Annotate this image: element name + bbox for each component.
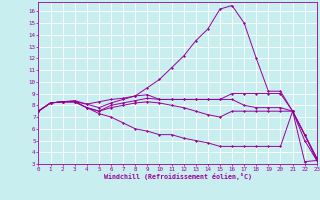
- X-axis label: Windchill (Refroidissement éolien,°C): Windchill (Refroidissement éolien,°C): [104, 173, 252, 180]
